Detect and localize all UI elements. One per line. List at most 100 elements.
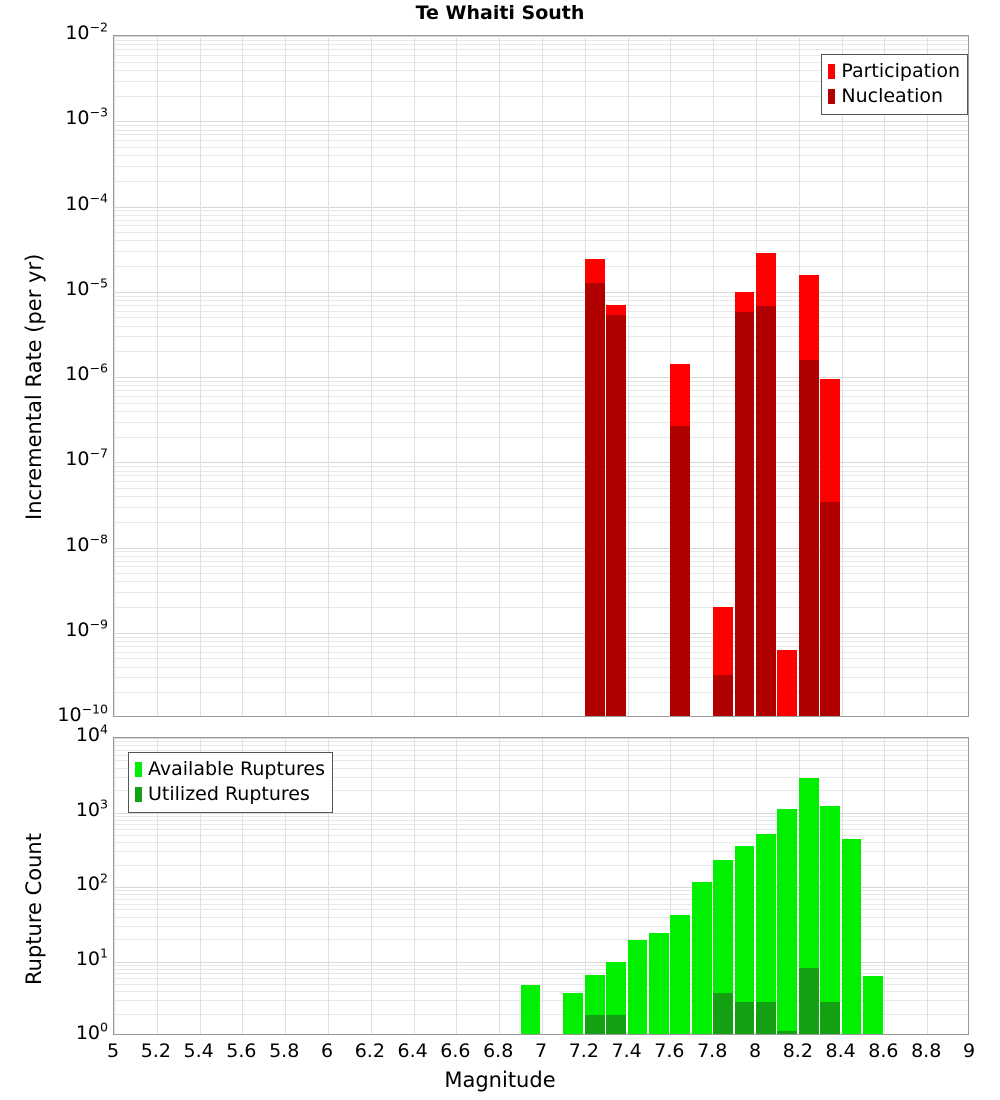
- gridline-horizontal: [114, 166, 968, 167]
- gridline-horizontal: [114, 317, 968, 318]
- gridline-vertical: [285, 738, 286, 1034]
- bar-nucleation: [584, 283, 605, 716]
- x-axis-tick-label: 6.6: [440, 1040, 471, 1062]
- y-axis-tick-label: 10−8: [65, 531, 108, 556]
- gridline-horizontal: [114, 917, 968, 918]
- gridline-horizontal: [114, 1000, 968, 1001]
- x-axis-tick-label: 8.4: [825, 1040, 856, 1062]
- legend-item-available-ruptures[interactable]: Available Ruptures: [135, 757, 325, 782]
- gridline-horizontal: [114, 422, 968, 423]
- x-axis-tick-label: 9: [962, 1040, 976, 1062]
- gridline-horizontal: [114, 300, 968, 301]
- gridline-horizontal: [114, 865, 968, 866]
- y-axis-tick-label: 10−9: [65, 616, 108, 641]
- y-axis-tick-label: 10−10: [57, 701, 108, 726]
- y-axis-tick-label: 101: [75, 945, 108, 970]
- gridline-horizontal: [114, 40, 968, 41]
- gridline-horizontal: [114, 481, 968, 482]
- rupture-count-plot: [113, 737, 969, 1035]
- bar-available-ruptures: [627, 940, 648, 1034]
- gridline-vertical: [414, 36, 415, 716]
- gridline-horizontal: [114, 462, 968, 463]
- gridline-horizontal: [114, 973, 968, 974]
- legend-item-nucleation[interactable]: Nucleation: [828, 84, 960, 109]
- gridline-horizontal: [114, 155, 968, 156]
- gridline-vertical: [200, 738, 201, 1034]
- gridline-horizontal: [114, 403, 968, 404]
- gridline-horizontal: [114, 741, 968, 742]
- gridline-horizontal: [114, 965, 968, 966]
- y-axis-tick-label: 10−5: [65, 275, 108, 300]
- gridline-vertical: [157, 36, 158, 716]
- gridline-horizontal: [114, 134, 968, 135]
- incremental-rate-plot: [113, 35, 969, 717]
- gridline-horizontal: [114, 904, 968, 905]
- legend-incremental-rate: Participation Nucleation: [821, 54, 968, 115]
- gridline-horizontal: [114, 926, 968, 927]
- utilized-ruptures-swatch-icon: [135, 787, 142, 802]
- y-axis-tick-label: 10−6: [65, 360, 108, 385]
- grid-top: [114, 36, 968, 716]
- gridline-horizontal: [114, 121, 968, 122]
- bar-nucleation: [606, 315, 627, 716]
- gridline-horizontal: [114, 607, 968, 608]
- bar-utilized-ruptures: [606, 1014, 627, 1034]
- gridline-horizontal: [114, 890, 968, 891]
- gridline-horizontal: [114, 336, 968, 337]
- nucleation-swatch-icon: [828, 89, 836, 104]
- gridline-horizontal: [114, 62, 968, 63]
- available-ruptures-swatch-icon: [135, 762, 142, 777]
- gridline-horizontal: [114, 396, 968, 397]
- x-axis-tick-label: 5.6: [226, 1040, 257, 1062]
- gridline-horizontal: [114, 738, 968, 739]
- gridline-horizontal: [114, 210, 968, 211]
- gridline-horizontal: [114, 760, 968, 761]
- bar-available-ruptures: [649, 932, 669, 1034]
- legend-label-participation: Participation: [841, 60, 960, 82]
- x-axis-tick-label: 5.8: [269, 1040, 300, 1062]
- bar-nucleation: [670, 426, 691, 716]
- gridline-horizontal: [114, 835, 968, 836]
- gridline-vertical: [242, 36, 243, 716]
- gridline-horizontal: [114, 777, 968, 778]
- legend-item-participation[interactable]: Participation: [828, 59, 960, 84]
- gridline-horizontal: [114, 49, 968, 50]
- gridline-horizontal: [114, 909, 968, 910]
- legend-item-utilized-ruptures[interactable]: Utilized Ruptures: [135, 782, 325, 807]
- gridline-horizontal: [114, 851, 968, 852]
- gridline-horizontal: [114, 411, 968, 412]
- bar-available-ruptures: [520, 985, 541, 1034]
- bar-utilized-ruptures: [777, 1030, 798, 1034]
- gridline-horizontal: [114, 55, 968, 56]
- gridline-vertical: [927, 36, 928, 716]
- legend-label-available-ruptures: Available Ruptures: [148, 758, 325, 780]
- bar-nucleation: [756, 305, 776, 716]
- gridline-vertical: [200, 36, 201, 716]
- gridline-horizontal: [114, 471, 968, 472]
- y-axis-tick-label: 104: [75, 721, 108, 746]
- x-axis-tick-label: 7.6: [654, 1040, 685, 1062]
- bar-utilized-ruptures: [798, 967, 819, 1034]
- x-axis-tick-label: 5.4: [183, 1040, 214, 1062]
- gridline-vertical: [542, 738, 543, 1034]
- bar-nucleation: [820, 502, 841, 716]
- gridline-vertical: [114, 738, 115, 1034]
- gridline-horizontal: [114, 36, 968, 37]
- bar-available-ruptures: [670, 915, 691, 1034]
- gridline-horizontal: [114, 646, 968, 647]
- gridline-vertical: [628, 36, 629, 716]
- gridline-horizontal: [114, 820, 968, 821]
- gridline-vertical: [542, 36, 543, 716]
- gridline-horizontal: [114, 573, 968, 574]
- legend-label-nucleation: Nucleation: [841, 85, 944, 107]
- y-axis-tick-label: 100: [75, 1019, 108, 1044]
- gridline-horizontal: [114, 381, 968, 382]
- gridline-horizontal: [114, 566, 968, 567]
- gridline-horizontal: [114, 522, 968, 523]
- gridline-vertical: [242, 738, 243, 1034]
- gridline-horizontal: [114, 677, 968, 678]
- x-axis-tick-label: 8.6: [868, 1040, 899, 1062]
- x-axis-tick-label: 6: [320, 1040, 334, 1062]
- gridline-horizontal: [114, 232, 968, 233]
- gridline-horizontal: [114, 466, 968, 467]
